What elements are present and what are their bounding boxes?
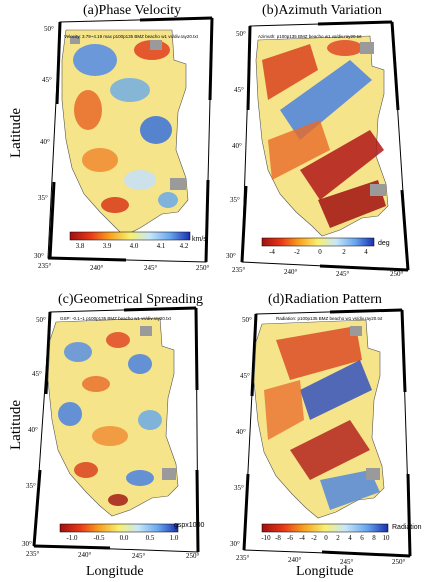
- colorbar-tick: -2: [311, 534, 317, 542]
- lat-tick: 40°: [232, 142, 242, 150]
- panel-subtitle: Velocity: 3.79~4.19 max p100p135 BMZ bea…: [64, 34, 198, 39]
- x-axis-label: Longitude: [86, 564, 144, 579]
- lat-tick: 30°: [230, 540, 240, 548]
- lon-tick: 240°: [78, 551, 92, 559]
- colorbar-tick: 4.2: [179, 242, 189, 250]
- colorbar-tick: 4: [364, 248, 368, 256]
- colorbar-tick: -6: [287, 534, 293, 542]
- x-axis-label: Longitude: [296, 564, 354, 579]
- colorbar-tick: 1.0: [169, 534, 179, 542]
- colorbar-tick: 6: [360, 534, 364, 542]
- lon-tick: 235°: [232, 266, 246, 274]
- colorbar-tick: 3.8: [75, 242, 85, 250]
- y-axis-label: Latitude: [8, 108, 24, 158]
- colorbar-tick: 8: [372, 534, 376, 542]
- colorbar-tick: -2: [294, 248, 300, 256]
- lat-tick: 30°: [226, 252, 236, 260]
- colorbar-tick: 2: [342, 248, 346, 256]
- colorbar-tick: 4: [348, 534, 352, 542]
- colorbar-tick: 3.9: [102, 242, 112, 250]
- lon-tick: 240°: [90, 264, 104, 272]
- colorbar-tick: 0: [318, 248, 322, 256]
- lon-tick: 240°: [284, 268, 298, 276]
- lat-tick: 50°: [36, 316, 46, 324]
- lat-tick: 45°: [42, 76, 52, 84]
- lon-tick: 245°: [340, 558, 354, 566]
- colorbar-tick: -4: [299, 534, 305, 542]
- lat-tick: 30°: [22, 540, 32, 548]
- lat-tick: 45°: [234, 86, 244, 94]
- lat-tick: 40°: [40, 138, 50, 146]
- lon-tick: 240°: [288, 556, 302, 564]
- panel-title: (c)Geometrical Spreading: [58, 292, 203, 307]
- lat-tick: 35°: [38, 194, 48, 202]
- colorbar-unit: gspx1000: [174, 522, 205, 529]
- lat-tick: 50°: [44, 25, 54, 33]
- colorbar-tick: -1.0: [66, 534, 78, 542]
- lon-tick: 250°: [196, 264, 210, 272]
- lon-tick: 245°: [132, 552, 146, 560]
- colorbar-tick: 4.0: [129, 242, 139, 250]
- lon-tick: 235°: [236, 554, 250, 562]
- colorbar-tick: 0.0: [119, 534, 129, 542]
- lon-tick: 250°: [392, 558, 406, 566]
- panel-title: (d)Radiation Pattern: [268, 292, 382, 307]
- lat-tick: 35°: [230, 196, 240, 204]
- lat-tick: 35°: [26, 482, 36, 490]
- colorbar-tick: -10: [261, 534, 271, 542]
- lat-tick: 50°: [242, 316, 252, 324]
- lat-tick: 45°: [32, 370, 42, 378]
- lat-tick: 30°: [34, 252, 44, 260]
- colorbar-tick: 10: [382, 534, 390, 542]
- colorbar-tick: 0.5: [145, 534, 155, 542]
- colorbar-unit: deg: [378, 240, 390, 247]
- colorbar-unit: Radiation: [392, 524, 422, 531]
- lon-tick: 250°: [186, 552, 200, 560]
- colorbar-tick: -4: [269, 248, 275, 256]
- panel-title: (a)Phase Velocity: [83, 3, 182, 18]
- lon-tick: 235°: [26, 550, 40, 558]
- lat-tick: 40°: [28, 426, 38, 434]
- colorbar-tick: 0: [324, 534, 328, 542]
- panel-subtitle: GSP: -0.1~1 p100p135 BMZ beacho w1 vs/di…: [60, 316, 171, 321]
- panel-title: (b)Azimuth Variation: [262, 3, 382, 18]
- y-axis-label: Latitude: [8, 400, 24, 450]
- colorbar-tick: -8: [275, 534, 281, 542]
- colorbar-tick: 2: [336, 534, 340, 542]
- lon-tick: 250°: [390, 270, 404, 278]
- panel-subtitle: Azimuth: p100p135 BMZ beacho w1 vs/div.r…: [258, 34, 362, 39]
- colorbar-tick: 4.1: [156, 242, 166, 250]
- colorbar-unit: km/s: [192, 236, 207, 243]
- lat-tick: 40°: [236, 428, 246, 436]
- lat-tick: 50°: [236, 30, 246, 38]
- lat-tick: 45°: [240, 372, 250, 380]
- panel-subtitle: Radiation: p100p135 BMZ beacho w1 vs/div…: [276, 316, 383, 321]
- lon-tick: 245°: [336, 270, 350, 278]
- lat-tick: 35°: [234, 484, 244, 492]
- lon-tick: 245°: [144, 264, 158, 272]
- colorbar-tick: -0.5: [93, 534, 105, 542]
- lon-tick: 235°: [38, 262, 52, 270]
